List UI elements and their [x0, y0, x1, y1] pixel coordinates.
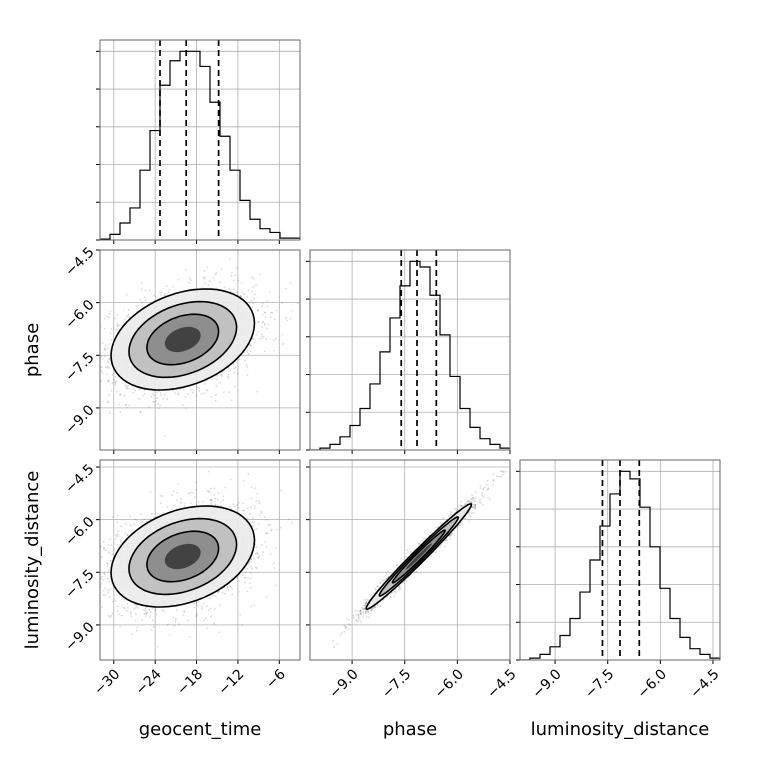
joint-phase-luminosity_distance	[310, 460, 510, 660]
xtick-geocent_time-2: −18	[174, 666, 206, 698]
histogram-luminosity_distance	[520, 460, 720, 660]
histogram-geocent_time	[100, 40, 300, 240]
xtick-phase-3: −4.5	[484, 666, 519, 701]
joint-geocent_time-luminosity_distance	[100, 460, 300, 660]
histogram-frame-phase	[309, 249, 511, 451]
xtick-luminosity_distance-2: −6.0	[635, 666, 670, 701]
ylabel-phase: phase	[22, 323, 43, 377]
histogram-frame-luminosity_distance	[519, 459, 721, 661]
density-core-geocent_time-luminosity_distance	[164, 543, 201, 570]
xlabel-geocent_time: geocent_time	[139, 719, 262, 740]
xtick-luminosity_distance-3: −4.5	[687, 666, 722, 701]
contour-phase-luminosity_distance-1	[378, 516, 460, 597]
contour-phase-luminosity_distance-0	[365, 503, 473, 610]
xlabel-luminosity_distance: luminosity_distance	[531, 719, 710, 740]
contour-geocent_time-phase-2	[146, 313, 220, 366]
ytick-phase-2: −6.0	[62, 297, 97, 332]
joint-frame-geocent_time-phase	[99, 249, 301, 451]
ytick-luminosity_distance-0: −9.0	[62, 619, 97, 654]
xtick-luminosity_distance-1: −7.5	[582, 666, 617, 701]
ylabel-luminosity_distance: luminosity_distance	[22, 471, 43, 650]
hist-outline-phase	[310, 260, 510, 450]
histogram-frame-geocent_time	[99, 39, 301, 241]
joint-frame-geocent_time-luminosity_distance	[99, 459, 301, 661]
contour-geocent_time-phase-1	[128, 300, 238, 379]
xtick-luminosity_distance-0: −9.0	[529, 666, 564, 701]
ytick-phase-1: −7.5	[62, 350, 97, 385]
xtick-phase-2: −6.0	[432, 666, 467, 701]
hist-outline-geocent_time	[100, 50, 300, 240]
joint-frame-phase-luminosity_distance	[309, 459, 511, 661]
xtick-geocent_time-3: −12	[215, 666, 247, 698]
ytick-luminosity_distance-2: −6.0	[62, 514, 97, 549]
xtick-geocent_time-0: −30	[91, 666, 123, 698]
xlabel-phase: phase	[383, 719, 437, 740]
ytick-luminosity_distance-1: −7.5	[62, 567, 97, 602]
density-core-phase-luminosity_distance	[405, 543, 432, 570]
scatter-points-geocent_time-phase	[281, 333, 284, 336]
contour-geocent_time-phase-0	[110, 288, 256, 391]
xtick-geocent_time-1: −24	[133, 666, 165, 698]
histogram-phase	[310, 250, 510, 450]
xtick-geocent_time-4: −6	[263, 666, 289, 692]
contour-geocent_time-luminosity_distance-2	[146, 530, 220, 583]
density-core-geocent_time-phase	[164, 326, 201, 353]
contour-geocent_time-luminosity_distance-1	[128, 517, 238, 596]
ytick-luminosity_distance-3: −4.5	[62, 461, 97, 496]
xtick-phase-0: −9.0	[326, 666, 361, 701]
joint-geocent_time-phase	[100, 250, 300, 450]
ytick-phase-3: −4.5	[62, 244, 97, 279]
contour-geocent_time-luminosity_distance-0	[110, 505, 256, 608]
xtick-phase-1: −7.5	[379, 666, 414, 701]
contour-phase-luminosity_distance-2	[391, 529, 446, 584]
ytick-phase-0: −9.0	[62, 402, 97, 437]
